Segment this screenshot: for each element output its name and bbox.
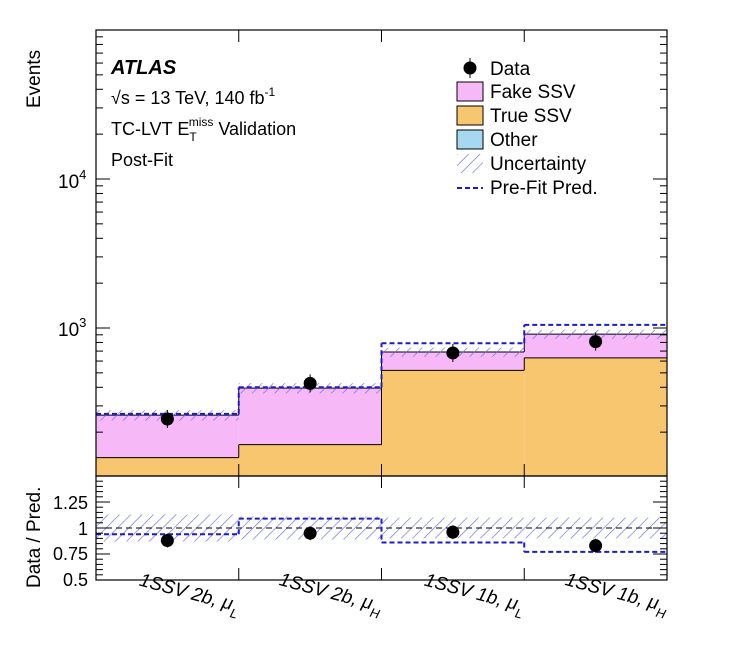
axis-ticks: [96, 30, 667, 581]
legend-uncertainty-swatch: [457, 154, 483, 173]
data-point-4: [589, 335, 603, 349]
main-prefit-layer: [96, 323, 667, 415]
fit-state-label: Post-Fit: [111, 150, 173, 170]
legend-fake-label: Fake SSV: [490, 82, 576, 103]
bar-true-ssv-2: [238, 444, 382, 476]
ratio-data-point-3: [446, 525, 460, 539]
ratio-data-layer: [160, 525, 603, 553]
xtick-label-1: 1SSV 2b, μL: [136, 570, 242, 622]
ratio-data-point-4: [589, 539, 603, 553]
data-point-1: [160, 412, 174, 426]
bar-fake-ssv-2: [238, 388, 382, 445]
y-axis-title: Events: [24, 50, 45, 108]
legend-prefit-label: Pre-Fit Pred.: [490, 178, 598, 199]
legend-data-label: Data: [490, 59, 531, 80]
ratio-ytick-1: 1: [78, 519, 88, 539]
ytick-label-1e4: 104: [58, 167, 86, 193]
ratio-ytick-0.5: 0.5: [63, 570, 88, 590]
data-point-3: [446, 346, 460, 360]
ratio-data-point-2: [303, 526, 317, 540]
legend-true-swatch: [456, 105, 484, 126]
ytick-label-1e3: 103: [58, 315, 86, 341]
bar-true-ssv-4: [524, 357, 667, 476]
energy-label: √s = 13 TeV, 140 fb-1: [111, 85, 276, 108]
legend-uncertainty-label: Uncertainty: [490, 154, 587, 175]
legend-other-swatch: [456, 129, 484, 150]
region-label: TC-LVT ETmiss Validation: [111, 115, 296, 144]
bar-true-ssv-3: [381, 370, 525, 476]
legend-fake-swatch: [456, 81, 484, 102]
legend: Data Fake SSV True SSV Other Uncertainty…: [456, 58, 598, 199]
ratio-y-axis-title: Data / Pred.: [24, 487, 45, 588]
xtick-label-3: 1SSV 1b, μL: [421, 570, 527, 622]
legend-other-label: Other: [490, 130, 538, 151]
ratio-ytick-1.25: 1.25: [53, 493, 88, 513]
ratio-data-point-1: [160, 533, 174, 547]
xtick-label-4: 1SSV 1b, μH: [562, 569, 671, 622]
main-data-layer: [160, 332, 603, 429]
bar-true-ssv-1: [96, 457, 239, 476]
legend-true-label: True SSV: [490, 106, 572, 127]
ratio-prefit-layer: [96, 517, 667, 553]
ratio-ytick-0.75: 0.75: [53, 544, 88, 564]
atlas-label: ATLAS: [110, 57, 177, 79]
xtick-label-2: 1SSV 2b, μH: [276, 569, 385, 622]
data-point-2: [303, 376, 317, 390]
ratio-uncertainty-band-4: [524, 517, 667, 539]
